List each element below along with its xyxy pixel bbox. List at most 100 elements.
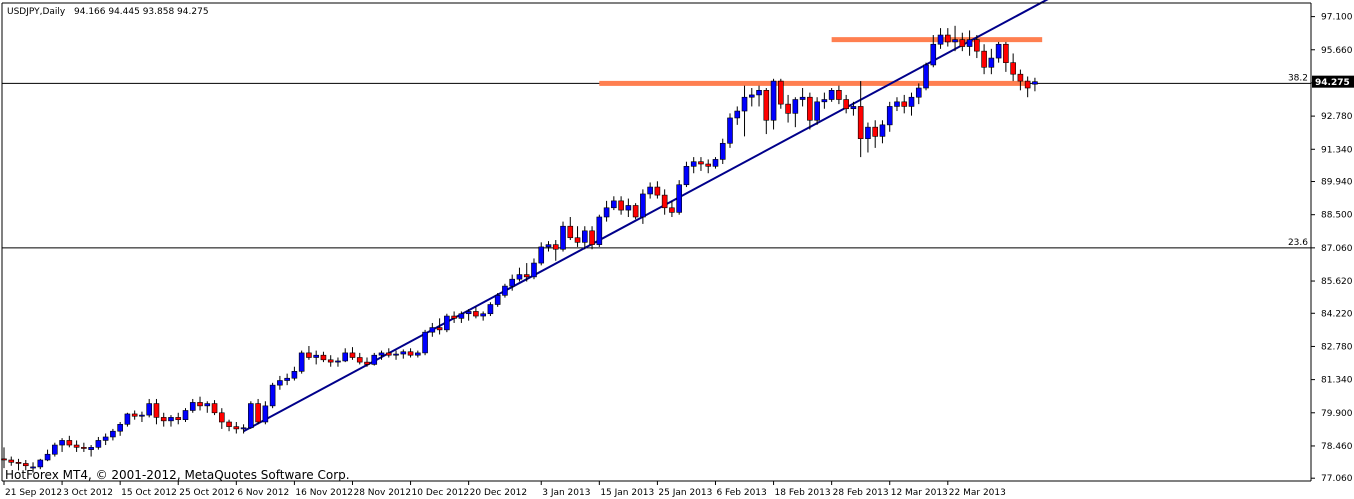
- x-tick-label: 22 Mar 2013: [949, 488, 1006, 498]
- candle-body: [523, 274, 530, 278]
- candle-body: [349, 352, 356, 358]
- candle-body: [879, 124, 886, 137]
- candle-body: [211, 403, 218, 414]
- candle-body: [756, 90, 762, 96]
- candle-body: [538, 246, 545, 264]
- candle-body: [552, 244, 559, 250]
- y-tick-label: 92.780: [1321, 112, 1353, 122]
- candle-body: [770, 80, 777, 121]
- candle-body: [974, 39, 980, 52]
- fib-label: 23.6: [1288, 238, 1308, 248]
- candle-body: [407, 351, 414, 356]
- y-tick-label: 78.460: [1321, 442, 1353, 452]
- candle-body: [778, 80, 784, 105]
- candle-body: [611, 200, 617, 209]
- candle-body: [458, 313, 465, 319]
- candle-body: [886, 106, 893, 126]
- candle-body: [291, 371, 298, 379]
- x-axis-ticks: 21 Sep 2012 3 Oct 2012 15 Oct 2012 25 Oct 2…: [3, 481, 1006, 498]
- candle-body: [683, 166, 690, 186]
- candle-body: [712, 159, 719, 167]
- candle-body: [473, 311, 479, 317]
- current-price-box: [1312, 75, 1354, 88]
- x-tick-label: 15 Oct 2012: [121, 488, 177, 498]
- candle-body: [124, 413, 131, 425]
- candle-body: [182, 410, 189, 420]
- candle-body: [327, 359, 334, 363]
- x-tick-label: 6 Feb 2013: [716, 488, 766, 498]
- x-tick-label: 18 Feb 2013: [775, 488, 831, 498]
- candle-body: [248, 403, 254, 429]
- candle-body: [567, 225, 574, 239]
- candle-body: [901, 101, 908, 107]
- candle-body: [894, 101, 900, 107]
- candle-body: [872, 126, 879, 137]
- y-tick-label: 88.500: [1321, 211, 1353, 221]
- candle-body: [102, 436, 109, 441]
- candle-body: [923, 64, 929, 89]
- candle-body: [625, 205, 632, 211]
- x-tick-label: 15 Jan 2013: [600, 488, 654, 498]
- candle-body: [15, 462, 22, 464]
- candle-body: [393, 353, 399, 356]
- candle-body: [807, 96, 813, 121]
- candle-body: [959, 39, 966, 47]
- x-tick-label: 12 Mar 2013: [891, 488, 948, 498]
- candle-body: [995, 43, 1002, 59]
- candle-body: [603, 207, 610, 218]
- x-tick-label: 25 Oct 2012: [179, 488, 235, 498]
- current-price-label: 94.275: [1315, 78, 1350, 88]
- candle-body: [226, 421, 232, 427]
- y-tick-label: 79.900: [1321, 409, 1353, 419]
- candle-body: [661, 194, 668, 209]
- y-tick-label: 84.220: [1321, 309, 1353, 319]
- y-tick-label: 91.340: [1321, 145, 1353, 155]
- candle-body: [342, 352, 349, 362]
- candle-body: [1003, 43, 1009, 63]
- candle-body: [415, 352, 421, 356]
- candle-body: [647, 186, 653, 195]
- y-tick-label: 81.340: [1321, 376, 1353, 386]
- candle-body: [371, 354, 378, 365]
- candle-body: [698, 161, 704, 165]
- candle-body: [81, 447, 87, 449]
- x-tick-label: 6 Nov 2012: [237, 488, 289, 498]
- candle-body: [197, 402, 203, 407]
- candle-body: [146, 403, 152, 416]
- candle-body: [828, 90, 835, 100]
- candle-body: [255, 403, 261, 423]
- candle-body: [59, 440, 65, 446]
- candle-body: [981, 50, 987, 68]
- candle-body: [240, 427, 247, 430]
- x-tick-label: 28 Feb 2013: [833, 488, 889, 498]
- candle-body: [320, 354, 327, 361]
- candle-body: [792, 99, 799, 114]
- candle-body: [88, 447, 94, 450]
- resistance-zone: [831, 37, 1043, 43]
- candle-body: [487, 304, 494, 315]
- candle-body: [8, 459, 15, 463]
- candle-body: [436, 327, 443, 331]
- x-tick-label: 28 Nov 2012: [353, 488, 411, 498]
- candle-body: [944, 34, 951, 43]
- candle-body: [364, 361, 370, 365]
- x-tick-label: 20 Dec 2012: [470, 488, 528, 498]
- candle-body: [306, 352, 312, 358]
- y-tick-label: 95.660: [1321, 46, 1353, 56]
- y-tick-label: 77.060: [1321, 474, 1353, 484]
- candle-body: [734, 110, 741, 119]
- candle-body: [908, 96, 915, 107]
- candle-body: [763, 90, 770, 121]
- candle-body: [480, 313, 486, 317]
- candle-body: [37, 459, 44, 468]
- candle-body: [30, 466, 36, 469]
- y-tick-label: 85.620: [1321, 277, 1353, 287]
- resistance-zone: [599, 80, 1028, 86]
- candle-body: [1010, 62, 1016, 75]
- candle-body: [574, 237, 581, 243]
- candle-body: [814, 101, 820, 121]
- candle-body: [204, 403, 211, 407]
- candle-body: [1032, 81, 1038, 85]
- candle-body: [22, 463, 29, 467]
- x-tick-label: 16 Nov 2012: [295, 488, 353, 498]
